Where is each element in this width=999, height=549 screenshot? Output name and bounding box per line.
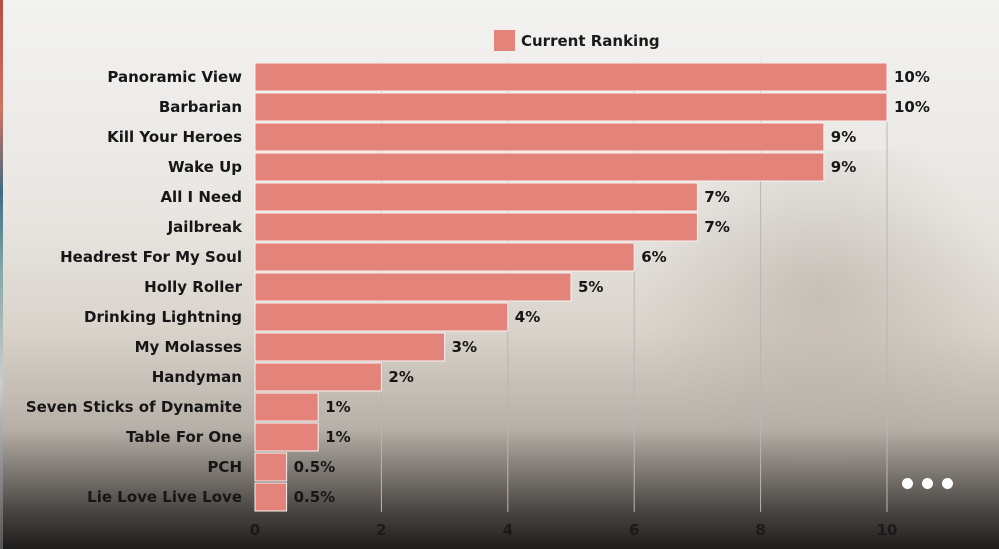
value-label: 0.5% <box>294 488 336 506</box>
x-tick-label: 8 <box>755 521 765 539</box>
value-label: 10% <box>894 68 930 86</box>
bar <box>254 182 698 212</box>
value-label: 3% <box>452 338 477 356</box>
x-tick-label: 6 <box>629 521 639 539</box>
category-label: Kill Your Heroes <box>107 128 242 146</box>
bar <box>254 92 888 122</box>
value-label: 6% <box>641 248 666 266</box>
bar <box>254 152 825 182</box>
category-label: Drinking Lightning <box>84 308 242 326</box>
chart-legend: Current Ranking <box>494 30 660 51</box>
x-tick-label: 0 <box>250 521 260 539</box>
left-edge-strip <box>0 0 3 549</box>
value-label: 7% <box>704 218 729 236</box>
bar <box>254 122 825 152</box>
bar <box>254 242 635 272</box>
category-label: Seven Sticks of Dynamite <box>26 398 242 416</box>
bar <box>254 302 509 332</box>
value-label: 9% <box>831 128 856 146</box>
bar <box>254 332 446 362</box>
legend-label: Current Ranking <box>521 31 660 50</box>
value-label: 1% <box>325 398 350 416</box>
dot-icon <box>942 478 953 489</box>
value-label: 0.5% <box>294 458 336 476</box>
bar <box>254 362 382 392</box>
category-label: Lie Love Live Love <box>87 488 242 506</box>
value-label: 2% <box>388 368 413 386</box>
x-tick-label: 10 <box>877 521 898 539</box>
legend-swatch <box>494 30 515 51</box>
category-label: Panoramic View <box>107 68 242 86</box>
bar <box>254 62 888 92</box>
dot-icon <box>902 478 913 489</box>
x-tick-label: 4 <box>503 521 513 539</box>
bar <box>254 272 572 302</box>
bar <box>254 452 288 482</box>
bar <box>254 422 319 452</box>
bar <box>254 212 698 242</box>
bar <box>254 482 288 512</box>
category-label: Wake Up <box>168 158 242 176</box>
category-label: My Molasses <box>135 338 242 356</box>
category-label: Holly Roller <box>144 278 242 296</box>
dot-icon <box>922 478 933 489</box>
bar <box>254 392 319 422</box>
x-tick-label: 2 <box>376 521 386 539</box>
value-label: 10% <box>894 98 930 116</box>
more-options-button[interactable] <box>902 478 953 489</box>
value-label: 9% <box>831 158 856 176</box>
category-label: Table For One <box>126 428 242 446</box>
background-haze <box>640 150 999 470</box>
value-label: 4% <box>515 308 540 326</box>
value-label: 7% <box>704 188 729 206</box>
value-label: 1% <box>325 428 350 446</box>
value-label: 5% <box>578 278 603 296</box>
category-label: Barbarian <box>159 98 242 116</box>
category-label: PCH <box>207 458 242 476</box>
category-label: All I Need <box>160 188 242 206</box>
category-label: Headrest For My Soul <box>60 248 242 266</box>
category-label: Handyman <box>152 368 242 386</box>
category-label: Jailbreak <box>167 218 243 236</box>
